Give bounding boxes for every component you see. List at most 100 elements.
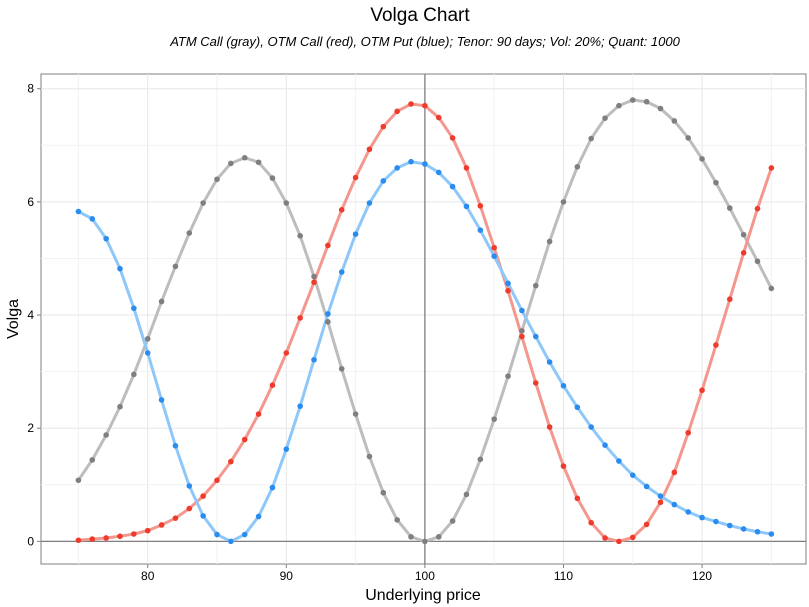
data-point-otm-call (449, 135, 456, 141)
data-point-otm-put (685, 509, 691, 515)
data-point-otm-put (366, 200, 373, 206)
data-point-otm-call (740, 250, 747, 256)
data-point-atm-call (505, 373, 511, 379)
data-point-otm-put (477, 227, 484, 233)
data-point-otm-call (726, 296, 733, 303)
data-point-atm-call (352, 411, 359, 417)
data-point-atm-call (574, 163, 581, 170)
data-point-otm-put (214, 531, 220, 538)
data-point-atm-call (491, 416, 497, 422)
data-point-atm-call (75, 477, 82, 484)
data-point-otm-put (643, 483, 650, 490)
data-point-otm-call (131, 531, 137, 537)
data-point-otm-put (283, 446, 290, 452)
data-point-atm-call (422, 538, 428, 545)
data-point-otm-put (144, 350, 151, 356)
y-tick-label: 8 (27, 82, 34, 96)
data-point-atm-call (602, 115, 608, 121)
data-point-otm-call (228, 458, 234, 465)
data-point-otm-put (311, 356, 317, 363)
data-point-otm-call (754, 205, 761, 212)
data-point-otm-call (713, 342, 719, 348)
data-point-atm-call (449, 518, 456, 524)
data-point-atm-call (643, 98, 650, 105)
data-point-otm-call (103, 535, 109, 541)
data-point-atm-call (768, 285, 775, 292)
y-tick-label: 4 (27, 308, 34, 322)
data-point-otm-put (505, 280, 511, 287)
data-point-otm-call (338, 207, 345, 213)
data-point-otm-put (338, 269, 345, 275)
data-point-otm-call (671, 469, 678, 476)
data-point-atm-call (297, 233, 303, 239)
data-point-otm-call (352, 174, 359, 181)
data-point-otm-put (491, 253, 497, 259)
data-point-atm-call (186, 230, 193, 236)
data-point-otm-call (394, 108, 400, 115)
x-tick-label: 110 (554, 569, 573, 583)
y-tick-label: 0 (27, 534, 34, 548)
data-point-atm-call (740, 231, 747, 238)
data-point-otm-call (325, 242, 331, 249)
data-point-otm-call (255, 411, 262, 417)
data-point-otm-put (629, 472, 636, 478)
chart-subtitle: ATM Call (gray), OTM Call (red), OTM Put… (169, 34, 680, 49)
data-point-atm-call (255, 159, 262, 166)
data-point-otm-put (394, 165, 400, 171)
y-axis-label: Volga (5, 299, 22, 339)
data-point-otm-call (241, 436, 248, 443)
data-point-atm-call (325, 319, 331, 325)
data-point-otm-put (768, 531, 775, 537)
data-point-otm-call (685, 429, 691, 436)
data-point-atm-call (726, 205, 733, 211)
data-point-atm-call (477, 456, 484, 463)
data-point-otm-call (560, 463, 567, 469)
data-point-otm-call (463, 165, 470, 171)
data-point-atm-call (713, 179, 719, 186)
data-point-otm-call (699, 387, 705, 394)
data-point-otm-call (546, 424, 553, 430)
data-point-atm-call (463, 491, 470, 498)
data-point-otm-put (325, 311, 331, 317)
data-point-atm-call (394, 517, 400, 523)
data-point-otm-call (269, 382, 276, 389)
plot-panel (40, 73, 807, 565)
data-point-otm-put (269, 484, 276, 491)
data-point-otm-put (75, 208, 82, 215)
data-point-otm-call (380, 123, 387, 130)
x-axis-label: Underlying price (365, 587, 481, 604)
data-point-otm-call (588, 519, 594, 526)
data-point-otm-put (103, 235, 109, 242)
data-point-otm-put (117, 265, 123, 272)
data-point-otm-call (117, 533, 123, 540)
data-point-atm-call (519, 328, 525, 334)
data-point-otm-call (89, 536, 96, 542)
data-point-otm-call (214, 477, 220, 484)
data-point-atm-call (241, 154, 248, 161)
data-point-otm-call (477, 203, 484, 209)
data-point-atm-call (754, 258, 761, 265)
data-point-atm-call (366, 453, 373, 460)
axis-ticks: 80 90 100 110 120 0 2 4 6 8 (27, 82, 712, 583)
data-point-otm-call (144, 527, 151, 534)
data-point-otm-put (560, 382, 567, 389)
x-tick-label: 100 (415, 569, 435, 583)
data-point-otm-put (616, 458, 622, 464)
y-tick-label: 6 (27, 195, 34, 209)
data-point-atm-call (283, 200, 290, 206)
data-point-otm-call (519, 333, 525, 340)
data-point-otm-put (519, 307, 525, 314)
data-point-otm-put (740, 526, 747, 532)
data-point-otm-call (643, 521, 650, 528)
data-point-otm-put (532, 333, 539, 340)
data-point-otm-call (629, 534, 636, 541)
data-point-otm-call (532, 380, 539, 386)
data-point-atm-call (588, 135, 594, 142)
data-point-atm-call (311, 273, 317, 280)
data-point-atm-call (131, 371, 137, 378)
data-point-otm-put (546, 359, 553, 365)
x-tick-label: 90 (280, 569, 294, 583)
data-point-otm-put (463, 203, 470, 210)
data-point-otm-call (311, 279, 317, 286)
